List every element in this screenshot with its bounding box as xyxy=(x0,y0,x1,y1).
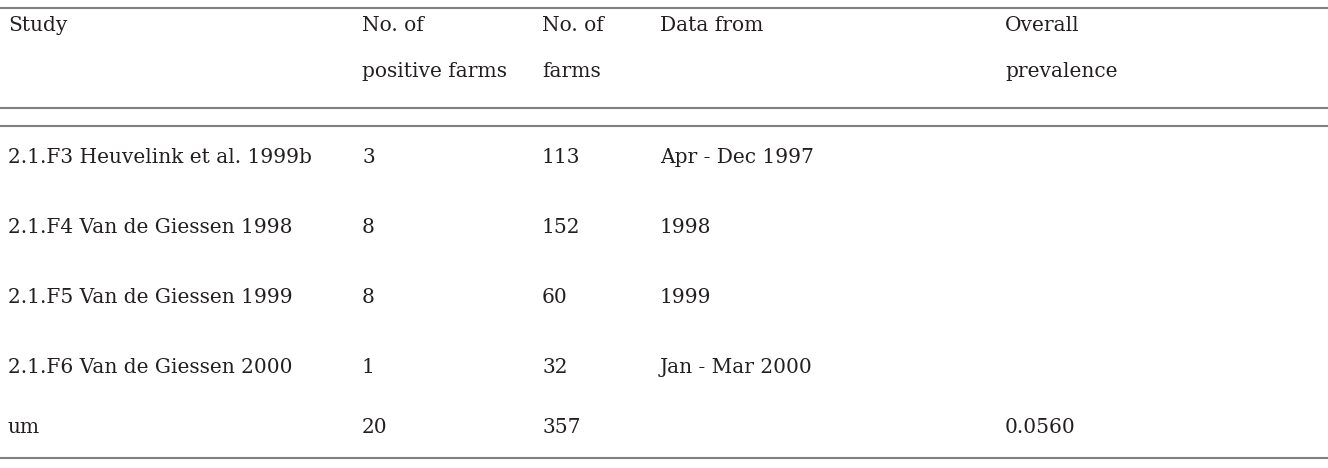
Text: 60: 60 xyxy=(542,288,568,307)
Text: Jan - Mar 2000: Jan - Mar 2000 xyxy=(660,358,813,377)
Text: 8: 8 xyxy=(363,288,374,307)
Text: positive farms: positive farms xyxy=(363,62,507,81)
Text: prevalence: prevalence xyxy=(1005,62,1117,81)
Text: No. of: No. of xyxy=(542,16,604,35)
Text: 1999: 1999 xyxy=(660,288,712,307)
Text: 357: 357 xyxy=(542,418,580,437)
Text: 32: 32 xyxy=(542,358,567,377)
Text: um: um xyxy=(8,418,40,437)
Text: 3: 3 xyxy=(363,148,374,167)
Text: No. of: No. of xyxy=(363,16,424,35)
Text: Study: Study xyxy=(8,16,68,35)
Text: 2.1.F5 Van de Giessen 1999: 2.1.F5 Van de Giessen 1999 xyxy=(8,288,292,307)
Text: 152: 152 xyxy=(542,218,580,237)
Text: farms: farms xyxy=(542,62,600,81)
Text: Data from: Data from xyxy=(660,16,764,35)
Text: 2.1.F6 Van de Giessen 2000: 2.1.F6 Van de Giessen 2000 xyxy=(8,358,292,377)
Text: 1998: 1998 xyxy=(660,218,712,237)
Text: 113: 113 xyxy=(542,148,580,167)
Text: Overall: Overall xyxy=(1005,16,1080,35)
Text: 8: 8 xyxy=(363,218,374,237)
Text: 0.0560: 0.0560 xyxy=(1005,418,1076,437)
Text: 20: 20 xyxy=(363,418,388,437)
Text: 2.1.F3 Heuvelink et al. 1999b: 2.1.F3 Heuvelink et al. 1999b xyxy=(8,148,312,167)
Text: 2.1.F4 Van de Giessen 1998: 2.1.F4 Van de Giessen 1998 xyxy=(8,218,292,237)
Text: 1: 1 xyxy=(363,358,374,377)
Text: Apr - Dec 1997: Apr - Dec 1997 xyxy=(660,148,814,167)
